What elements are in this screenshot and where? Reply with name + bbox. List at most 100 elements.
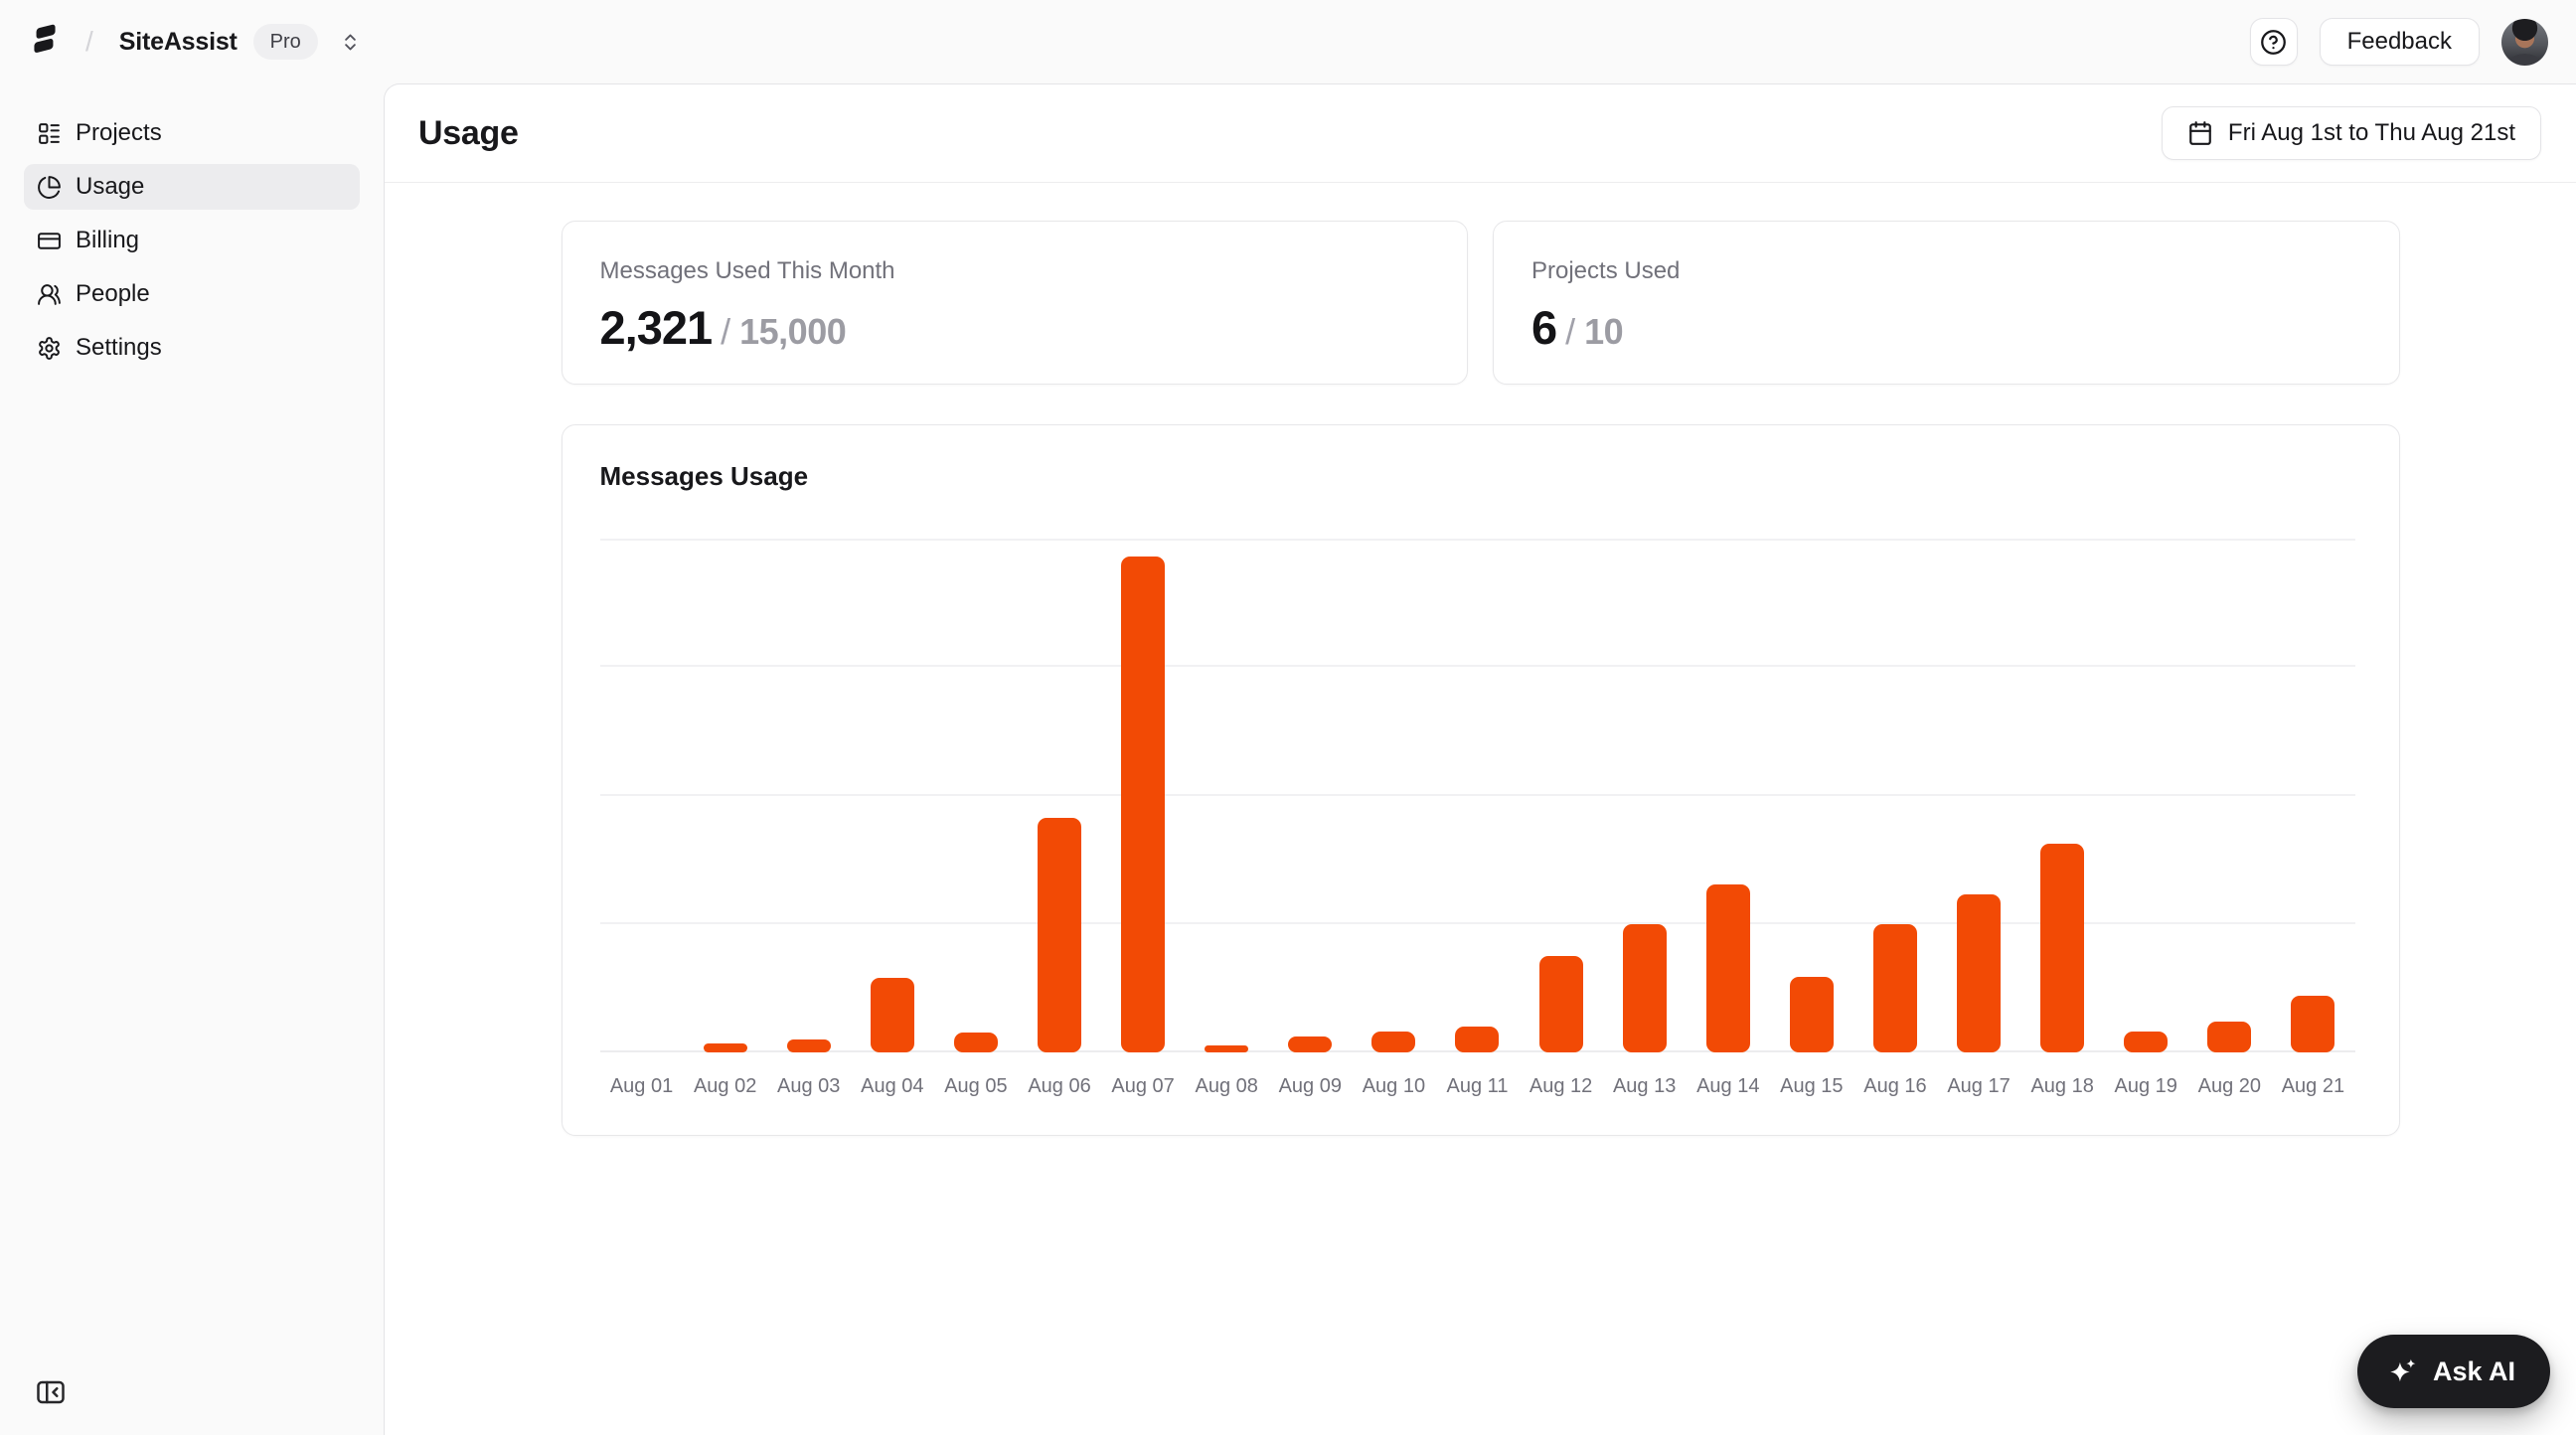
chart-bar-aug-02[interactable] xyxy=(703,1043,747,1052)
feedback-button[interactable]: Feedback xyxy=(2319,18,2480,66)
chart-bar-aug-20[interactable] xyxy=(2207,1021,2252,1052)
workspace-name[interactable]: SiteAssist xyxy=(118,27,238,56)
chart-bar-aug-16[interactable] xyxy=(1872,923,1917,1052)
chart-bar-aug-18[interactable] xyxy=(2040,843,2085,1052)
sidebar-item-usage[interactable]: Usage xyxy=(24,164,360,210)
chart-bar-aug-12[interactable] xyxy=(1538,955,1583,1052)
chart-bar-aug-13[interactable] xyxy=(1622,923,1667,1052)
chart-x-label: Aug 12 xyxy=(1529,1075,1593,1097)
chevrons-up-down-icon xyxy=(345,34,357,50)
chart-x-label: Aug 13 xyxy=(1612,1075,1677,1097)
chart-bar-aug-14[interactable] xyxy=(1705,884,1750,1052)
chart-bar-aug-17[interactable] xyxy=(1957,893,2002,1052)
chart-x-label: Aug 04 xyxy=(861,1075,924,1097)
chart-bar-aug-15[interactable] xyxy=(1789,977,1834,1052)
plan-badge: Pro xyxy=(252,24,318,60)
stat-separator: / xyxy=(721,311,731,352)
billing-icon xyxy=(38,232,61,249)
chart-gridline xyxy=(599,921,2355,924)
panel-collapse-icon xyxy=(37,1380,65,1404)
chart-bar-slot xyxy=(1352,539,1435,1052)
sidebar-collapse-button[interactable] xyxy=(36,1377,66,1407)
people-icon xyxy=(38,283,61,305)
chart-bars xyxy=(600,539,2355,1052)
chart-bar-slot xyxy=(600,539,684,1052)
chart-x-label: Aug 10 xyxy=(1362,1075,1426,1097)
stat-card-projects: Projects Used 6 / 10 xyxy=(1493,221,2400,385)
chart-x-label: Aug 08 xyxy=(1195,1075,1258,1097)
chart-bar-slot xyxy=(1853,539,1937,1052)
chart-x-label: Aug 03 xyxy=(777,1075,841,1097)
chart-bar-slot xyxy=(1018,539,1101,1052)
chart-title: Messages Usage xyxy=(599,461,809,491)
calendar-icon xyxy=(2189,121,2211,145)
chart-bar-aug-10[interactable] xyxy=(1371,1032,1416,1052)
date-range-button[interactable]: Fri Aug 1st to Thu Aug 21st xyxy=(2161,106,2541,160)
chart-x-label: Aug 14 xyxy=(1696,1075,1760,1097)
chart-bar-slot xyxy=(1101,539,1185,1052)
topbar: / SiteAssist Pro Feedback xyxy=(0,0,2576,83)
sidebar-item-label: Usage xyxy=(76,173,145,200)
sidebar-item-label: Billing xyxy=(76,227,140,253)
chart-bar-aug-04[interactable] xyxy=(870,978,914,1052)
chart-bar-slot xyxy=(1520,539,1603,1052)
chart-gridline xyxy=(599,665,2355,668)
chart-bar-aug-07[interactable] xyxy=(1121,557,1166,1052)
chart-bar-slot xyxy=(2020,539,2104,1052)
breadcrumb-separator: / xyxy=(85,26,93,57)
chart-bar-slot xyxy=(684,539,767,1052)
messages-usage-chart-card: Messages Usage Aug 01 Aug 02 Aug 03 Aug 04 A… xyxy=(561,424,2400,1136)
help-button[interactable] xyxy=(2249,18,2298,66)
chart-x-label: Aug 09 xyxy=(1278,1075,1342,1097)
app-logo[interactable] xyxy=(30,23,60,61)
chart-bar-aug-08[interactable] xyxy=(1205,1045,1249,1052)
logo-icon xyxy=(34,24,56,53)
chart-gridline xyxy=(599,539,2355,541)
chart-x-label: Aug 19 xyxy=(2114,1075,2177,1097)
chart-bar-slot xyxy=(2271,539,2354,1052)
chart-bar-aug-21[interactable] xyxy=(2291,996,2335,1052)
chart-x-label: Aug 07 xyxy=(1111,1075,1175,1097)
date-range-label: Fri Aug 1st to Thu Aug 21st xyxy=(2227,119,2515,146)
chart-bar-slot xyxy=(1185,539,1268,1052)
chart-bar-aug-05[interactable] xyxy=(953,1033,998,1052)
stat-separator: / xyxy=(1565,311,1576,352)
stat-value-row: 2,321 / 15,000 xyxy=(600,300,1430,355)
sidebar-item-label: Projects xyxy=(76,119,162,146)
sparkles-icon xyxy=(2390,1358,2416,1381)
workspace-switcher-button[interactable] xyxy=(334,25,368,59)
app-layout: Projects Usage Billing People Settings Usage… xyxy=(0,83,2576,1435)
user-avatar[interactable] xyxy=(2501,18,2548,66)
stat-label: Projects Used xyxy=(1531,257,1681,284)
chart-bar-aug-19[interactable] xyxy=(2124,1032,2169,1052)
chart-bar-slot xyxy=(934,539,1018,1052)
sidebar-item-billing[interactable]: Billing xyxy=(24,218,360,263)
chart-bar-slot xyxy=(1268,539,1352,1052)
chart-x-label: Aug 02 xyxy=(693,1075,757,1097)
chart-x-label: Aug 18 xyxy=(2030,1075,2094,1097)
ask-ai-button[interactable]: Ask AI xyxy=(2356,1335,2550,1408)
chart-x-label: Aug 17 xyxy=(1947,1075,2011,1097)
chart-bar-slot xyxy=(767,539,851,1052)
page-content: Messages Used This Month 2,321 / 15,000 … xyxy=(561,183,2400,1136)
sidebar-nav: Projects Usage Billing People Settings xyxy=(24,110,360,371)
chart-bar-aug-11[interactable] xyxy=(1455,1027,1500,1052)
stat-card-messages: Messages Used This Month 2,321 / 15,000 xyxy=(561,221,1468,385)
chart-bar-slot xyxy=(2104,539,2187,1052)
chart-bar-aug-03[interactable] xyxy=(786,1039,831,1052)
page-title: Usage xyxy=(418,113,519,152)
chart-plot xyxy=(599,539,2355,1052)
chart-bar-slot xyxy=(1687,539,1770,1052)
sidebar-item-projects[interactable]: Projects xyxy=(24,110,360,156)
chart-gridline xyxy=(599,793,2355,796)
projects-icon xyxy=(39,122,60,144)
sidebar-item-settings[interactable]: Settings xyxy=(24,325,360,371)
chart-bar-aug-09[interactable] xyxy=(1288,1036,1333,1052)
sidebar-item-people[interactable]: People xyxy=(24,271,360,317)
topbar-actions: Feedback xyxy=(2249,18,2548,66)
sidebar: Projects Usage Billing People Settings xyxy=(0,83,384,1435)
chart-bar-aug-06[interactable] xyxy=(1038,817,1082,1052)
page-header: Usage Fri Aug 1st to Thu Aug 21st xyxy=(385,84,2576,183)
sidebar-item-label: Settings xyxy=(76,334,162,361)
stats-row: Messages Used This Month 2,321 / 15,000 … xyxy=(561,221,2400,385)
